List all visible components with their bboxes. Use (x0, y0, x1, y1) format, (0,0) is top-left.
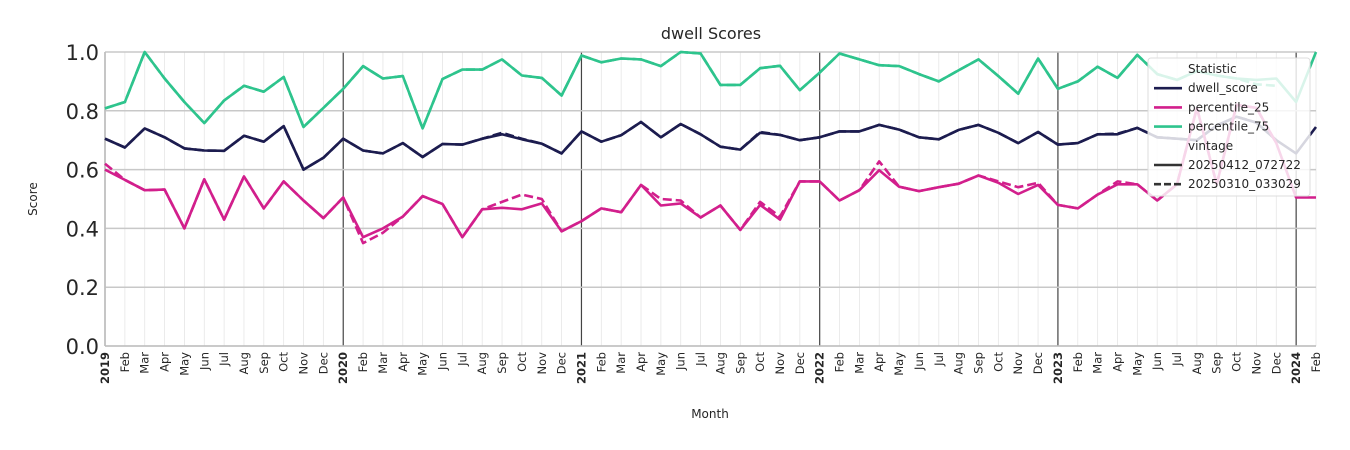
x-tick-year-label: 2024 (1289, 352, 1303, 384)
x-tick-month-label: Jul (455, 352, 469, 367)
x-tick-month-label: Feb (118, 352, 132, 372)
x-tick-month-label: Sep (495, 352, 509, 374)
series-line-percentile-75-20250412_072722 (104, 50, 1318, 130)
legend-entry-vintage-dashed: 20250310_033029 (1188, 177, 1301, 191)
x-tick-year-label: 2020 (336, 352, 350, 384)
x-tick-month-label: Aug (952, 352, 966, 374)
x-tick-month-label: Oct (1230, 352, 1244, 372)
x-tick-month-label: Jun (912, 352, 926, 371)
x-tick-month-label: Feb (833, 352, 847, 372)
x-tick-month-label: Nov (773, 352, 787, 375)
x-tick-month-label: Jun (674, 352, 688, 371)
series-line-dwell-score-20250310_033029 (104, 115, 1278, 171)
x-tick-month-label: Jun (1150, 352, 1164, 371)
x-tick-month-label: Sep (972, 352, 986, 374)
x-tick-month-label: Nov (535, 352, 549, 375)
y-tick-label: 0.4 (66, 217, 99, 241)
x-tick-month-label: May (416, 352, 430, 376)
x-tick-month-label: Oct (515, 352, 529, 372)
x-tick-month-label: Jun (435, 352, 449, 371)
x-tick-month-label: Dec (555, 352, 569, 374)
x-tick-month-label: Jun (197, 352, 211, 371)
legend: Statistic dwell_score percentile_25percent… (1147, 57, 1311, 197)
series-line-percentile-75-20250310_033029 (104, 50, 1277, 130)
y-tick-label: 1.0 (66, 41, 99, 65)
x-tick-month-label: Apr (872, 352, 886, 372)
x-tick-month-label: Apr (158, 352, 172, 372)
legend-title-vintage: vintage (1188, 139, 1233, 153)
x-tick-month-label: May (177, 352, 191, 376)
x-tick-year-label: 2022 (813, 352, 827, 384)
x-tick-month-label: Dec (1269, 352, 1283, 374)
chart-title: dwell Scores (661, 24, 761, 43)
x-tick-month-label: Feb (594, 352, 608, 372)
x-tick-month-label: Oct (753, 352, 767, 372)
x-tick-month-label: Apr (1110, 352, 1124, 372)
legend-entry-percentile-75: percentile_75 (1188, 120, 1269, 134)
x-tick-month-label: Jul (217, 352, 231, 367)
x-tick-month-label: Sep (733, 352, 747, 374)
x-tick-month-label: Nov (1011, 352, 1025, 375)
x-tick-month-label: Dec (316, 352, 330, 374)
x-tick-month-label: May (1130, 352, 1144, 376)
x-tick-year-label: 2023 (1051, 352, 1065, 384)
series-lines (104, 50, 1318, 245)
x-tick-month-label: Mar (376, 352, 390, 374)
x-tick-year-label: 2021 (574, 352, 588, 384)
x-tick-month-label: Oct (277, 352, 291, 372)
x-tick-month-label: Feb (1071, 352, 1085, 372)
x-tick-month-label: Feb (356, 352, 370, 372)
y-axis-label: Score (26, 182, 40, 216)
y-axis-ticks: 0.0 0.2 0.4 0.6 0.8 1.0 (66, 41, 99, 359)
x-tick-year-label: 2019 (98, 352, 112, 384)
x-tick-month-label: Nov (1249, 352, 1263, 375)
x-axis-label: Month (691, 407, 729, 421)
legend-entry-vintage-solid: 20250412_072722 (1188, 158, 1301, 172)
x-tick-month-label: Nov (297, 352, 311, 375)
series-line-dwell-score-20250412_072722 (104, 115, 1318, 171)
x-axis-ticks: 2019 Feb Mar Apr May Jun Jul Aug Sep Oct Nov Dec 202… (98, 352, 1323, 384)
x-tick-month-label: Sep (1210, 352, 1224, 374)
y-tick-label: 0.8 (66, 100, 99, 124)
x-tick-month-label: Jul (1170, 352, 1184, 367)
legend-box (1147, 57, 1311, 197)
x-tick-month-label: Aug (475, 352, 489, 374)
x-tick-month-label: May (654, 352, 668, 376)
x-tick-month-label: Mar (138, 352, 152, 374)
x-tick-month-label: Mar (1091, 352, 1105, 374)
legend-entry-dwell-score: dwell_score (1188, 81, 1258, 95)
series-line-percentile-25-20250310_033029 (104, 103, 1278, 245)
x-tick-month-label: Dec (1031, 352, 1045, 374)
x-tick-month-label: May (892, 352, 906, 376)
x-tick-month-label: Aug (713, 352, 727, 374)
x-tick-month-label: Aug (237, 352, 251, 374)
x-tick-month-label: Jul (694, 352, 708, 367)
x-tick-month-label: Feb (1309, 352, 1323, 372)
grid (104, 51, 1317, 347)
y-tick-label: 0.2 (66, 276, 99, 300)
x-tick-month-label: Oct (991, 352, 1005, 372)
series-line-percentile-25-20250412_072722 (104, 103, 1316, 239)
y-tick-label: 0.6 (66, 159, 99, 183)
x-tick-month-label: Aug (1190, 352, 1204, 374)
x-tick-month-label: Mar (614, 352, 628, 374)
legend-title-statistic: Statistic (1188, 62, 1237, 76)
legend-entry-percentile-25: percentile_25 (1188, 100, 1269, 114)
x-tick-month-label: Dec (793, 352, 807, 374)
y-tick-label: 0.0 (66, 335, 99, 359)
x-tick-month-label: Apr (634, 352, 648, 372)
x-tick-month-label: Mar (852, 352, 866, 374)
x-tick-month-label: Sep (257, 352, 271, 374)
x-tick-month-label: Jul (932, 352, 946, 367)
x-tick-month-label: Apr (396, 352, 410, 372)
